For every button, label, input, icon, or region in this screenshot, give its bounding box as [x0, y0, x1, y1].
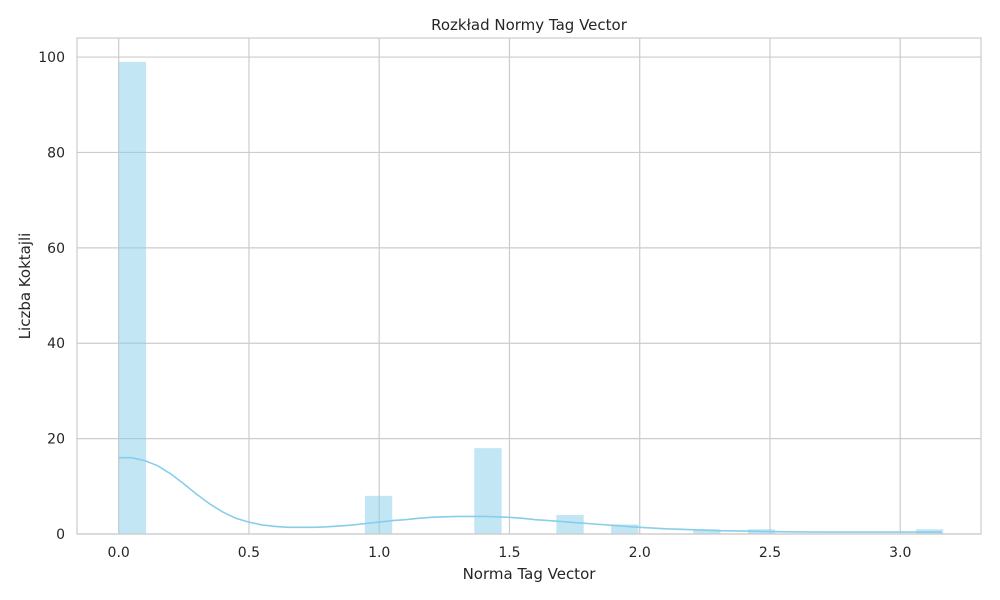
y-axis-label: Liczba Koktajli: [16, 233, 34, 340]
y-tick-label: 100: [38, 50, 65, 66]
chart-title: Rozkład Normy Tag Vector: [431, 16, 628, 34]
histogram-bar-3: [556, 514, 584, 534]
x-tick-label: 1.0: [368, 545, 390, 561]
x-axis-ticks: 0.0 0.5 1.0 1.5 2.0 2.5 3.0: [108, 545, 912, 561]
x-tick-label: 2.0: [629, 545, 651, 561]
histogram-bar-4: [611, 524, 639, 534]
x-tick-label: 2.5: [759, 545, 781, 561]
y-tick-label: 0: [56, 527, 65, 543]
x-tick-label: 0.5: [238, 545, 260, 561]
y-axis-ticks: 0 20 40 60 80 100: [38, 50, 65, 543]
histogram-bar-2: [474, 448, 502, 534]
x-tick-label: 0.0: [108, 545, 130, 561]
y-tick-label: 60: [47, 241, 65, 257]
histogram-bar-0: [118, 61, 147, 534]
x-tick-label: 1.5: [498, 545, 520, 561]
grid-lines: [77, 38, 981, 535]
x-tick-label: 3.0: [889, 545, 911, 561]
y-tick-label: 40: [47, 336, 65, 352]
x-axis-label: Norma Tag Vector: [463, 565, 597, 583]
histogram-bar-1: [364, 495, 393, 534]
y-tick-label: 80: [47, 145, 65, 161]
y-tick-label: 20: [47, 432, 65, 448]
plot-frame: [76, 37, 982, 535]
kde-curve: [118, 456, 942, 533]
histogram-bar-5: [693, 529, 721, 534]
histogram-bars: [118, 61, 944, 534]
